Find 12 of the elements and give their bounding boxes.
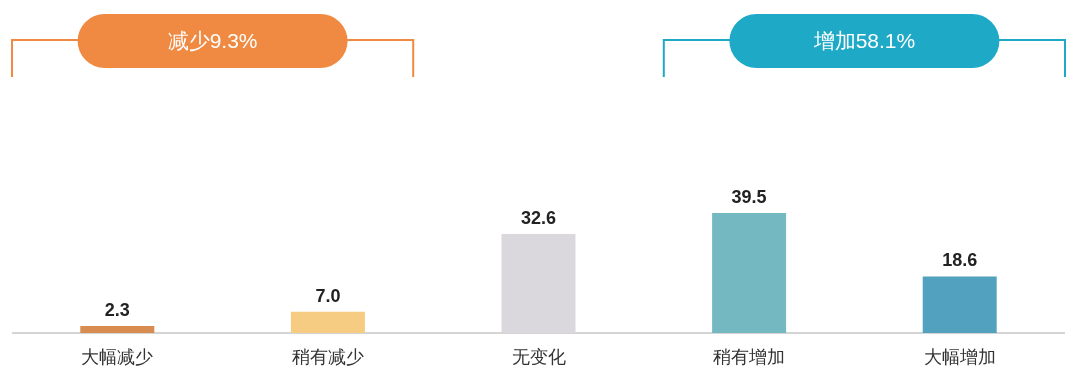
x-tick-label: 大幅减少 [81,347,154,367]
x-tick-label: 大幅增加 [923,347,996,367]
x-tick-label: 稍有减少 [291,347,364,367]
text: 减少9.3% [167,29,258,52]
data-label: 39.5 [731,187,767,207]
x-tick-label: 稍有增加 [713,347,786,367]
x-tick-label: 无变化 [511,347,566,367]
data-label: 7.0 [315,285,341,306]
text: 增加58.1% [812,29,916,52]
data-label: 2.3 [104,300,130,321]
data-label: 32.6 [520,207,557,228]
data-label: 18.6 [942,250,978,271]
